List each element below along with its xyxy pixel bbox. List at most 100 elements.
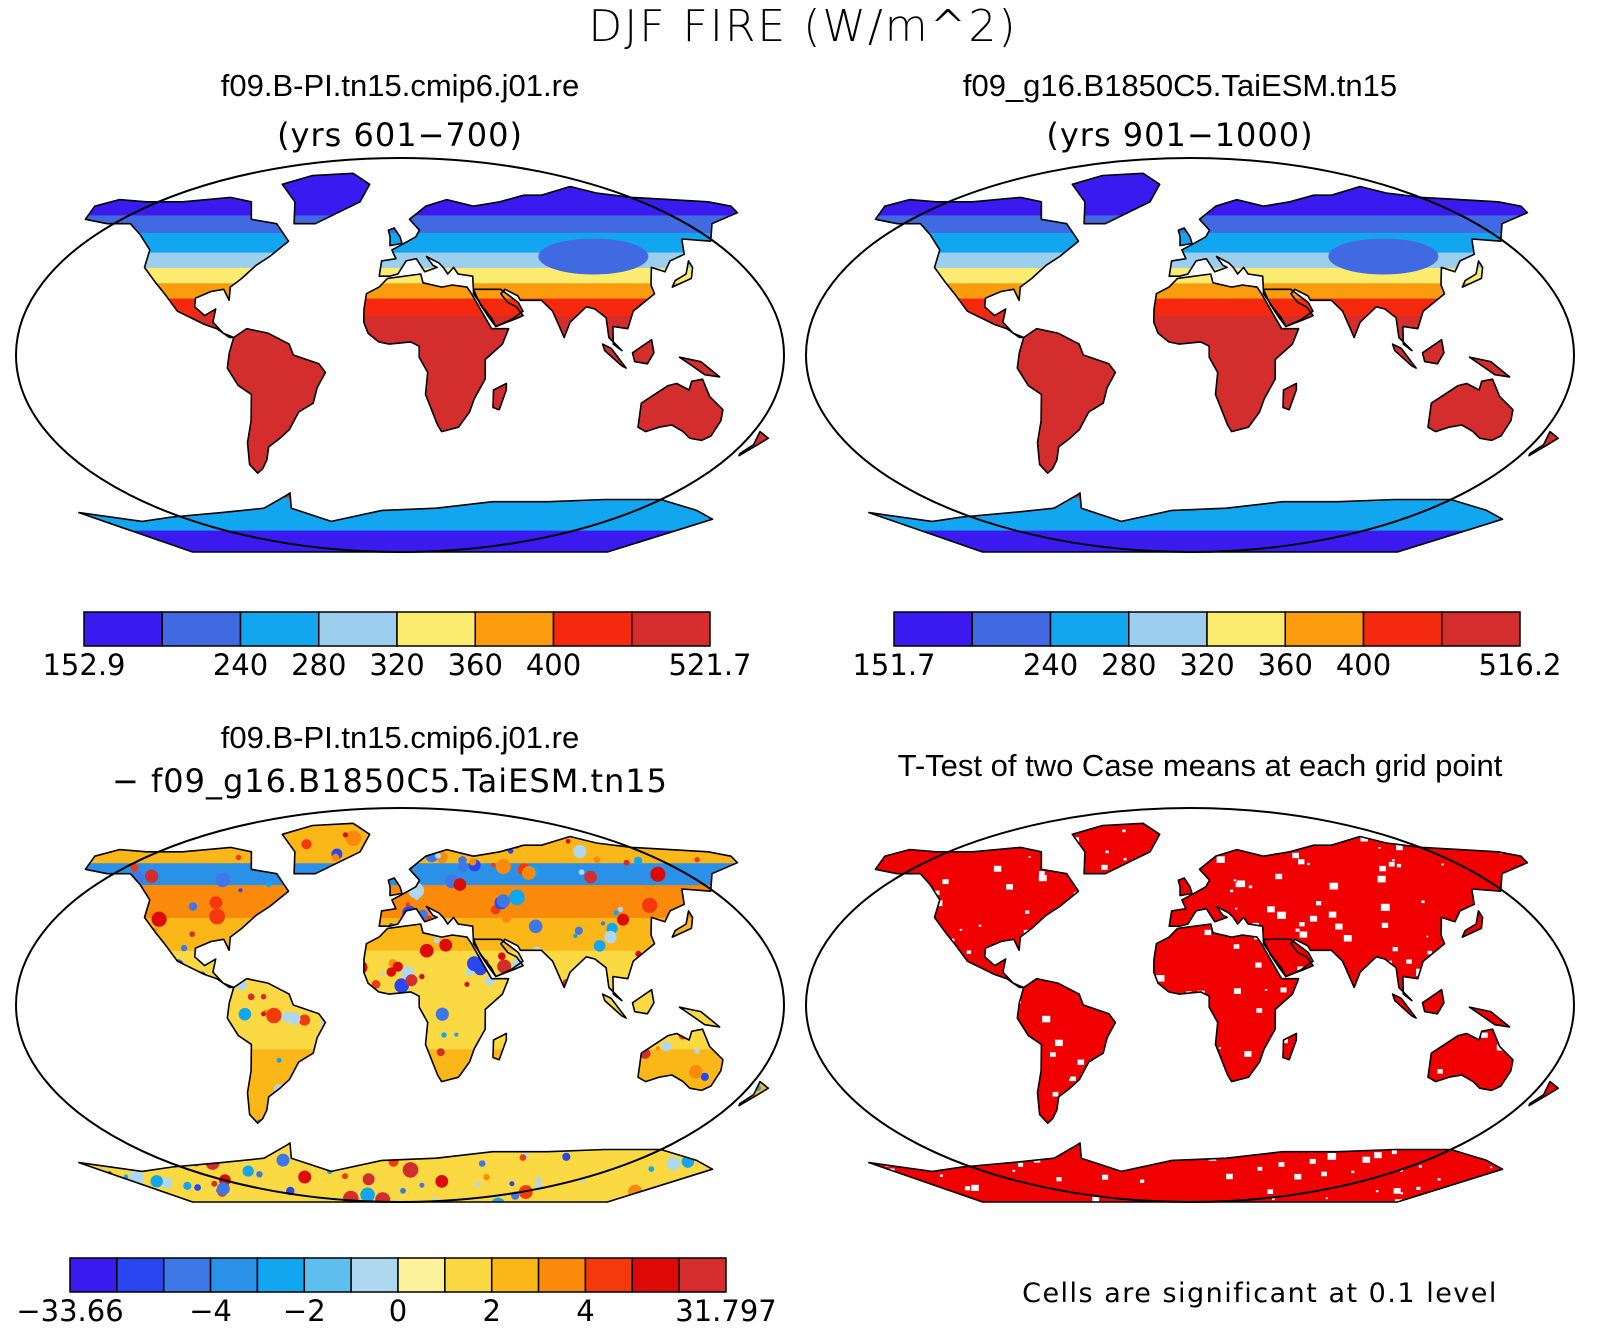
coastline-southAmerica: [1016, 327, 1117, 474]
colorbar-swatch: [162, 1257, 212, 1293]
colorbar-difference: −33.66 −4 −2 0 2 4 31.797: [16, 1257, 777, 1328]
colorbar-tick-label: 400: [1335, 648, 1392, 682]
coastline-borneo: [631, 338, 655, 365]
coastline-eurasia: [378, 835, 739, 1002]
coastline-eurasia: [1168, 185, 1529, 352]
coastline-northAmerica: [874, 196, 1080, 339]
coastline-eurasia: [378, 185, 739, 352]
coastline-antarctica: [78, 492, 714, 553]
coastline-newGuinea: [678, 1006, 721, 1028]
colorbar-swatch: [584, 1257, 634, 1293]
colorbar-tick-label: 360: [1257, 648, 1313, 682]
panel3-subtitle: − f09_g16.B1850C5.TaiESM.tn15: [111, 762, 669, 800]
coastline-greenland: [281, 822, 371, 875]
panel4-title: T-Test of two Case means at each grid po…: [897, 748, 1503, 783]
coastline-eurasia: [1168, 835, 1529, 1002]
colorbar-tick-label: 240: [1022, 648, 1079, 682]
colorbar-tick-label: 4: [576, 1294, 595, 1328]
coastline-arabiaFill: [472, 288, 524, 328]
map-panel-case2: [805, 157, 1575, 553]
colorbar-tick-label: 280: [1101, 648, 1157, 682]
colorbar-swatch: [1284, 611, 1365, 647]
coastline-antarctica: [78, 1142, 714, 1203]
map-panel-difference: [15, 807, 785, 1203]
coastline-sumatra: [1391, 343, 1417, 369]
panel3-title: f09.B-PI.tn15.cmip6.j01.re: [220, 720, 580, 755]
colorbar-swatch: [350, 1257, 399, 1293]
colorbar-tick-label: 320: [369, 648, 425, 682]
ttest-footnote: Cells are significant at 0.1 level: [1022, 1278, 1498, 1309]
colorbar-swatch: [678, 1257, 727, 1293]
coastline-northAmerica: [84, 196, 290, 339]
panel1-subtitle: (yrs 601−700): [277, 116, 523, 154]
coastline-sumatra: [601, 993, 627, 1019]
map-border: [15, 807, 785, 1203]
coastline-northAmerica: [84, 846, 290, 989]
colorbar-swatch: [209, 1257, 259, 1293]
colorbar-swatch: [1362, 611, 1443, 647]
colorbar-tick-label: 320: [1179, 648, 1235, 682]
colorbar-swatch: [83, 611, 163, 647]
colorbar-swatch: [256, 1257, 306, 1293]
coastline-madagascar: [492, 382, 508, 411]
colorbar-swatch: [239, 611, 320, 647]
panel1-title: f09.B-PI.tn15.cmip6.j01.re: [220, 68, 580, 103]
coastline-arabiaFill: [472, 938, 524, 978]
colorbar-swatch: [474, 611, 555, 647]
colorbar-tick-label: 400: [525, 648, 582, 682]
colorbar-swatch: [1441, 611, 1521, 647]
figure-title: DJF FIRE (W/m^2): [588, 1, 1018, 52]
coastline-africa: [1153, 923, 1300, 1083]
coastline-newZealand: [1528, 430, 1560, 457]
coastline-britain: [1177, 877, 1193, 897]
map-panel-case1: [15, 157, 785, 553]
map-border: [805, 157, 1575, 553]
colorbar-swatch: [303, 1257, 352, 1293]
colorbar-tick-label: 31.797: [675, 1294, 777, 1328]
coastline-northAmerica: [874, 846, 1080, 989]
coastline-britain: [387, 877, 403, 897]
colorbar-swatch: [490, 1257, 540, 1293]
colorbar-tick-label: 152.9: [42, 648, 126, 682]
colorbar-swatch: [971, 611, 1052, 647]
coastline-japan: [671, 260, 694, 288]
colorbar-swatch: [552, 611, 633, 647]
coastline-australia: [637, 1028, 724, 1092]
coastline-japan: [671, 910, 694, 938]
colorbar-tick-label: −4: [189, 1294, 232, 1328]
coastline-australia: [637, 378, 724, 442]
map-border: [15, 157, 785, 553]
coastline-newGuinea: [1468, 1006, 1511, 1028]
colorbar-swatch: [1049, 611, 1130, 647]
colorbar-tick-label: 151.7: [852, 648, 936, 682]
coastline-southAmerica: [1016, 977, 1117, 1124]
coastline-newZealand: [738, 430, 770, 457]
colorbar-swatch: [631, 611, 711, 647]
colorbar-tick-label: 0: [388, 1294, 408, 1328]
colorbar-case1: 152.9 240 280 320 360 400 521.7: [42, 611, 752, 682]
colorbar-swatch: [1128, 611, 1208, 647]
coastline-antarctica: [868, 492, 1504, 553]
colorbar-tick-label: 521.7: [668, 648, 752, 682]
colorbar-case2: 151.7 240 280 320 360 400 516.2: [852, 611, 1562, 682]
coastline-southAmerica: [226, 977, 327, 1124]
coastline-australia: [1427, 378, 1514, 442]
coastline-arabiaFill: [1262, 938, 1314, 978]
coastline-arabiaFill: [1262, 288, 1314, 328]
colorbar-tick-label: 2: [482, 1294, 501, 1328]
colorbar-tick-label: 240: [212, 648, 269, 682]
colorbar-swatch: [69, 1257, 118, 1293]
colorbar-swatch: [161, 611, 242, 647]
coastline-borneo: [1421, 338, 1445, 365]
colorbar-swatch: [318, 611, 398, 647]
coastline-southAmerica: [226, 327, 327, 474]
coastline-japan: [1461, 910, 1484, 938]
coastline-greenland: [1071, 172, 1161, 225]
coastline-madagascar: [1282, 1032, 1298, 1061]
coastline-borneo: [631, 988, 655, 1015]
coastline-borneo: [1421, 988, 1445, 1015]
colorbar-swatch: [396, 611, 476, 647]
coastline-newGuinea: [678, 356, 721, 378]
colorbar-swatch: [893, 611, 973, 647]
coastline-newGuinea: [1468, 356, 1511, 378]
